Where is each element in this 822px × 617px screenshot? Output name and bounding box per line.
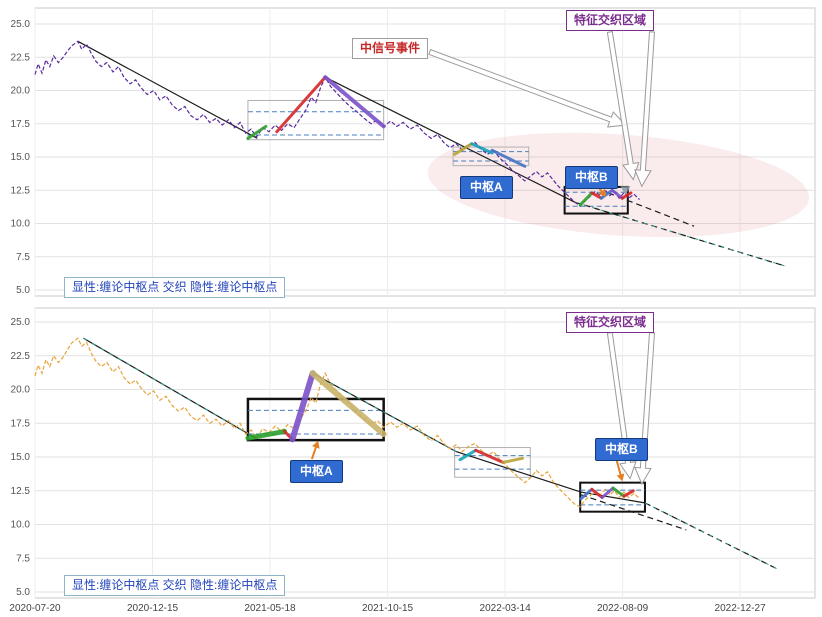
trend-1 xyxy=(77,40,258,139)
chan-stroke xyxy=(620,191,633,200)
pivot-b-label-top: 中枢B xyxy=(565,166,618,190)
x-tick-label: 2020-07-20 xyxy=(9,603,61,614)
chan-stroke xyxy=(590,191,603,200)
x-tick-label: 2022-03-14 xyxy=(480,603,532,614)
pivot-a-label-bottom: 中枢A xyxy=(290,460,343,484)
y-tick-label: 7.5 xyxy=(16,553,30,564)
y-tick-label: 17.5 xyxy=(11,418,31,429)
chan-stroke xyxy=(458,448,478,462)
chan-stroke xyxy=(275,75,327,134)
chan-stroke xyxy=(323,75,386,129)
orange-arrow-head xyxy=(312,440,320,449)
y-tick-label: 15.0 xyxy=(11,152,31,163)
range-box xyxy=(247,99,385,141)
chan-stroke xyxy=(501,456,524,464)
y-tick-label: 22.5 xyxy=(11,52,31,63)
y-tick-label: 12.5 xyxy=(11,185,31,196)
chan-stroke xyxy=(470,142,494,155)
chan-stroke xyxy=(245,428,288,441)
legend-note-top: 显性:缠论中枢点 交织 隐性:缠论中枢点 xyxy=(64,277,286,299)
chan-stroke xyxy=(611,486,626,498)
chan-stroke xyxy=(474,448,505,464)
triangle-marker xyxy=(620,186,631,196)
block-arrow xyxy=(606,331,637,480)
orange-arrow xyxy=(615,458,622,476)
x-tick-label: 2020-12-15 xyxy=(127,603,179,614)
signal-event-callout: 中信号事件 xyxy=(352,38,429,60)
chan-stroke xyxy=(579,487,594,501)
y-tick-label: 10.0 xyxy=(11,219,31,230)
orange-arrow-head xyxy=(598,188,606,197)
y-tick-label: 12.5 xyxy=(11,486,31,497)
chan-stroke xyxy=(610,188,624,200)
x-tick-label: 2021-10-15 xyxy=(362,603,414,614)
y-tick-label: 5.0 xyxy=(16,285,30,296)
price-series xyxy=(34,337,640,508)
y-tick-label: 20.0 xyxy=(11,86,31,97)
projection-short xyxy=(580,494,687,531)
trend-2 xyxy=(324,76,576,203)
chan-stroke xyxy=(453,142,474,156)
range-box xyxy=(454,447,531,478)
feature-zone-callout-bottom: 特征交织区域 xyxy=(566,312,655,334)
orange-arrow xyxy=(310,446,318,460)
pivot-b-box xyxy=(579,481,646,513)
feature-zone-callout-top: 特征交织区域 xyxy=(566,10,655,32)
bottom-chart: 25.0 22.5 20.0 17.5 15.0 12.5 10.0 7.5 5.0 2020-0… xyxy=(9,307,816,614)
pivot-a-box xyxy=(246,397,385,442)
highlight-ellipse xyxy=(427,132,810,238)
chan-stroke xyxy=(289,370,316,443)
y-tick-label: 15.0 xyxy=(11,452,31,463)
x-tick-label: 2021-05-18 xyxy=(244,603,296,614)
pivot-b-label-bottom: 中枢B xyxy=(595,438,648,462)
chan-stroke xyxy=(622,489,635,498)
chan-stroke xyxy=(599,188,614,200)
plot-border xyxy=(34,307,816,599)
x-tick-label: 2022-08-09 xyxy=(597,603,649,614)
legend-note-bottom: 显性:缠论中枢点 交织 隐性:缠论中枢点 xyxy=(64,575,286,597)
projection-long-teal xyxy=(574,201,786,267)
y-tick-label: 10.0 xyxy=(11,520,31,531)
x-tick-label: 2022-12-27 xyxy=(715,603,767,614)
y-tick-label: 25.0 xyxy=(11,19,31,30)
pivot-a-label-top: 中枢A xyxy=(460,176,513,200)
y-tick-label: 20.0 xyxy=(11,385,31,396)
chan-stroke xyxy=(590,487,604,499)
y-tick-label: 25.0 xyxy=(11,317,31,328)
y-tick-label: 22.5 xyxy=(11,351,31,362)
chan-stroke xyxy=(309,370,387,438)
y-tick-label: 7.5 xyxy=(16,252,30,263)
chan-stroke xyxy=(490,148,527,168)
trend-1-teal xyxy=(83,337,256,439)
block-arrow xyxy=(428,48,627,128)
block-arrow xyxy=(634,31,656,188)
projection-long-teal xyxy=(644,502,778,570)
trend-2-teal xyxy=(312,372,457,453)
y-tick-label: 17.5 xyxy=(11,119,31,130)
orange-arrow-head xyxy=(616,473,625,482)
chan-stroke xyxy=(246,124,268,140)
chan-stroke xyxy=(578,191,594,207)
chan-stroke xyxy=(600,486,615,499)
block-arrow xyxy=(634,332,656,486)
y-tick-label: 5.0 xyxy=(16,587,30,598)
pivot-a-box xyxy=(452,146,530,167)
